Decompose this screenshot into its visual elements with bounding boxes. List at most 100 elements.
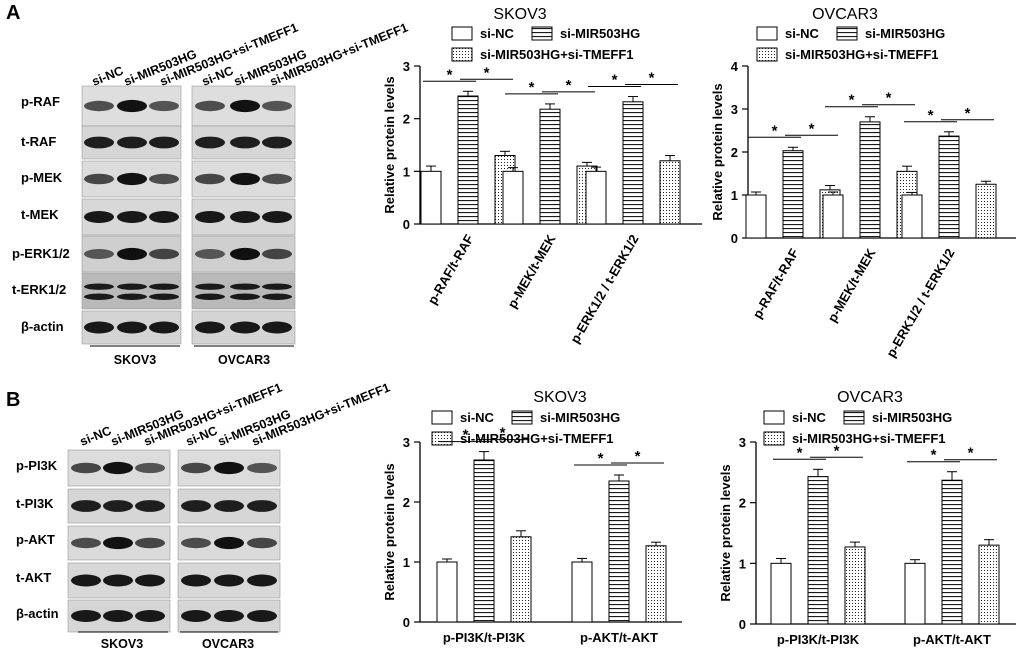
- legend-label: si-NC: [480, 26, 515, 41]
- blot-band: [247, 500, 277, 512]
- x-category-label: p-ERK1/2 / t-ERK1/2: [567, 232, 641, 346]
- x-category-label: p-ERK1/2 / t-ERK1/2: [883, 246, 957, 360]
- chart-title: OVCAR3: [837, 389, 903, 406]
- blot-band: [262, 136, 292, 149]
- legend-label: si-MIR503HG: [872, 410, 952, 425]
- bar: [941, 479, 963, 625]
- bar: [436, 561, 458, 623]
- blot-band: [149, 100, 179, 112]
- blot-band: [117, 172, 147, 186]
- bar: [901, 194, 923, 239]
- blot-band: [247, 462, 277, 474]
- significance-marker: *: [612, 72, 618, 89]
- blot-band: [117, 293, 147, 300]
- bar: [822, 194, 844, 239]
- legend-label: si-NC: [785, 26, 820, 41]
- significance-marker: *: [598, 450, 604, 467]
- blot-band: [117, 283, 147, 290]
- legend-swatch: [756, 47, 778, 62]
- blot-band: [181, 537, 211, 549]
- significance-marker: *: [447, 66, 453, 83]
- blot-band: [195, 100, 225, 112]
- legend-swatch: [763, 410, 785, 425]
- blot-strip: [81, 272, 182, 310]
- y-tick-label: 0: [739, 617, 746, 632]
- bar: [859, 121, 881, 239]
- y-tick-label: 3: [403, 59, 410, 74]
- blot-band: [181, 462, 211, 474]
- protein-label: β-actin: [16, 606, 59, 621]
- blot-strip: [191, 272, 296, 310]
- blot-band: [71, 462, 101, 474]
- blot-band: [103, 610, 133, 622]
- panel-label-a: A: [6, 2, 20, 24]
- y-tick-label: 2: [731, 145, 738, 160]
- legend-swatch: [451, 26, 473, 41]
- legend-swatch: [843, 410, 865, 425]
- blot-band: [230, 172, 260, 186]
- blot-band: [195, 249, 225, 259]
- blot-band: [247, 574, 277, 587]
- y-tick-label: 2: [403, 495, 410, 510]
- blot-band: [214, 536, 244, 550]
- bar: [539, 108, 561, 225]
- significance-marker: *: [635, 448, 641, 465]
- significance-marker: *: [797, 444, 803, 461]
- x-category-label: p-AKT/t-AKT: [580, 630, 658, 645]
- blot-band: [262, 211, 292, 223]
- blot-band: [84, 100, 114, 112]
- bar: [745, 194, 767, 239]
- blot-band: [117, 136, 147, 149]
- blot-band: [135, 462, 165, 474]
- y-tick-label: 2: [403, 112, 410, 127]
- bar: [571, 561, 593, 623]
- significance-marker: *: [484, 64, 490, 81]
- blot-band: [195, 321, 225, 334]
- blot-band: [149, 293, 179, 300]
- y-axis-label: Relative protein levels: [710, 83, 725, 220]
- bar: [510, 536, 532, 623]
- protein-label: t-PI3K: [16, 496, 54, 511]
- panel-label-b: B: [6, 389, 20, 411]
- significance-marker: *: [931, 447, 937, 464]
- blot-band: [195, 211, 225, 223]
- x-category-label: p-MEK/t-MEK: [824, 245, 878, 324]
- bar: [844, 546, 866, 625]
- protein-labels-b: p-PI3K t-PI3K p-AKT t-AKT β-actin: [16, 458, 59, 621]
- blot-band: [149, 248, 179, 260]
- blot-band: [135, 500, 165, 512]
- blot-band: [181, 500, 211, 512]
- blot-band: [71, 610, 101, 622]
- cell-label-skov3: SKOV3: [101, 637, 143, 651]
- y-axis-label: Relative protein levels: [718, 464, 733, 601]
- y-tick-label: 0: [403, 217, 410, 232]
- blot-band: [103, 461, 133, 475]
- significance-marker: *: [968, 445, 974, 462]
- y-tick-label: 2: [739, 496, 746, 511]
- x-category-label: p-MEK/t-MEK: [504, 231, 558, 310]
- significance-marker: *: [886, 90, 892, 107]
- western-blot-a: si-NC si-MIR503HG si-MIR503HG+si-TMEFF1 …: [12, 20, 410, 367]
- cell-label-ovcar3: OVCAR3: [202, 637, 254, 651]
- bar: [420, 170, 442, 225]
- protein-label: t-ERK1/2: [12, 282, 66, 297]
- western-blot-b: si-NC si-MIR503HG si-MIR503HG+si-TMEFF1 …: [16, 380, 392, 651]
- blot-band: [149, 321, 179, 334]
- protein-label: t-RAF: [21, 134, 56, 149]
- legend-swatch: [431, 410, 453, 425]
- bar-chart-b-skov3: SKOV3 si-NC si-MIR503HG si-MIR503HG+si-TMEF…: [382, 389, 682, 645]
- blot-band: [262, 283, 292, 290]
- legend-swatch: [431, 431, 453, 446]
- bar: [782, 150, 804, 239]
- x-category-label: p-AKT/t-AKT: [913, 632, 991, 647]
- legend-label: si-MIR503HG: [560, 26, 640, 41]
- blot-band: [117, 247, 147, 261]
- blot-band: [84, 249, 114, 259]
- blot-band: [262, 100, 292, 112]
- blot-band: [214, 500, 244, 512]
- blot-band: [247, 537, 277, 549]
- legend-swatch: [756, 26, 778, 41]
- blot-band: [230, 211, 260, 223]
- bar: [622, 101, 644, 225]
- blot-band: [230, 99, 260, 113]
